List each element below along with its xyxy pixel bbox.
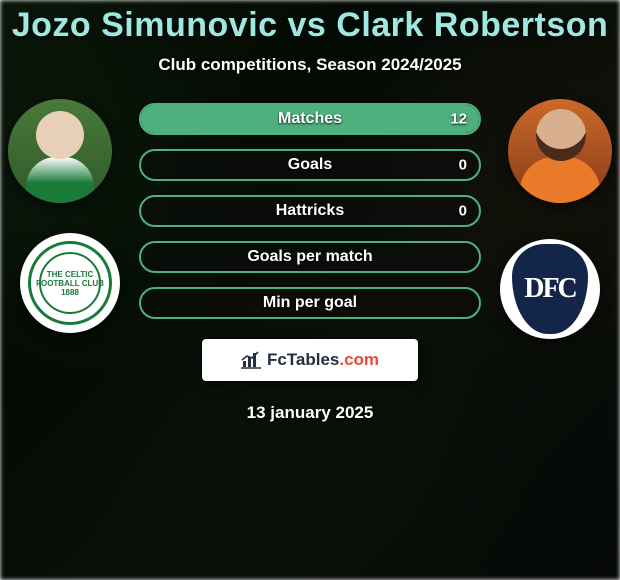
bar-chart-icon xyxy=(241,351,261,369)
stat-bar: Matches 12 xyxy=(139,103,481,135)
player-photo-left xyxy=(8,99,112,203)
stat-bar: Hattricks 0 xyxy=(139,195,481,227)
stat-bar: Goals 0 xyxy=(139,149,481,181)
stat-bar-value-right: 0 xyxy=(459,203,467,220)
celtic-crest-icon: THE CELTICFOOTBALL CLUB1888 xyxy=(28,241,112,325)
stat-bar: Min per goal xyxy=(139,287,481,319)
player-left-placeholder xyxy=(8,99,112,203)
stat-bar-value-right: 0 xyxy=(459,157,467,174)
brand-watermark: FcTables.com xyxy=(202,339,418,381)
stat-bar-label: Min per goal xyxy=(263,294,357,312)
dundee-crest-icon: DFC xyxy=(512,244,588,334)
club-badge-right: DFC xyxy=(500,239,600,339)
comparison-area: THE CELTICFOOTBALL CLUB1888 DFC Matches1… xyxy=(0,103,620,319)
subtitle: Club competitions, Season 2024/2025 xyxy=(158,55,461,75)
stat-bar-label: Goals per match xyxy=(247,248,372,266)
stat-bar-label: Matches xyxy=(278,110,342,128)
snapshot-date: 13 january 2025 xyxy=(247,403,374,423)
stat-bar-label: Goals xyxy=(288,156,332,174)
page-title: Jozo Simunovic vs Clark Robertson xyxy=(12,6,609,45)
stat-bar: Goals per match xyxy=(139,241,481,273)
club-badge-left: THE CELTICFOOTBALL CLUB1888 xyxy=(20,233,120,333)
stat-bar-value-right: 12 xyxy=(450,111,467,128)
stat-bars-column: Matches 12 Goals 0 Hattricks 0 Goals per match… xyxy=(139,103,481,319)
brand-text: FcTables.com xyxy=(267,350,379,370)
stat-bar-label: Hattricks xyxy=(276,202,344,220)
brand-name-a: FcTables xyxy=(267,350,339,369)
player-right-placeholder xyxy=(508,99,612,203)
page-root: Jozo Simunovic vs Clark Robertson Club c… xyxy=(0,0,620,580)
player-photo-right xyxy=(508,99,612,203)
brand-name-b: .com xyxy=(339,350,379,369)
